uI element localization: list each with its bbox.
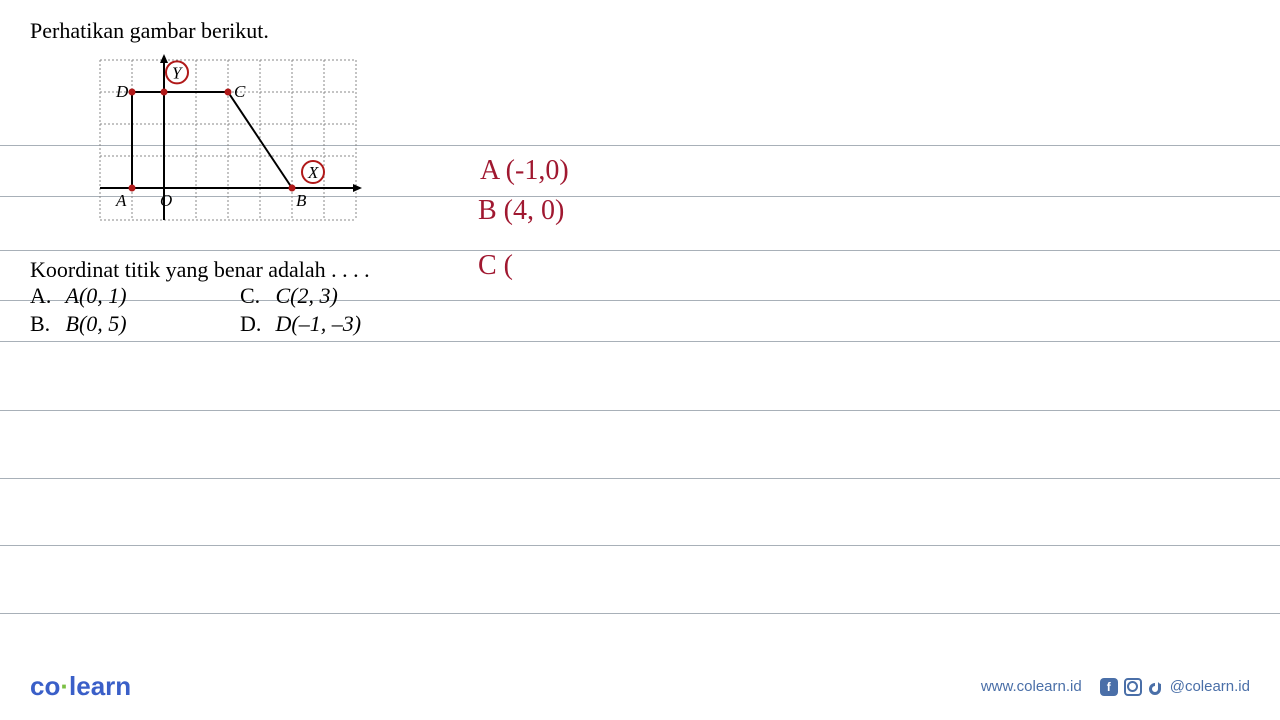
logo-dot: · <box>60 671 69 701</box>
tiktok-icon <box>1148 678 1164 696</box>
footer-handle: @colearn.id <box>1170 678 1250 695</box>
footer: co·learn www.colearn.id f @colearn.id <box>30 671 1250 702</box>
option-b-label: B. <box>30 311 60 337</box>
content-area: Perhatikan gambar berikut. D Y C X A O B Koord… <box>0 0 1280 355</box>
svg-text:O: O <box>160 191 172 210</box>
option-c-text: C(2, 3) <box>276 283 338 308</box>
colearn-logo: co·learn <box>30 671 131 702</box>
svg-text:B: B <box>296 191 307 210</box>
handwritten-answer: C ( <box>478 250 513 282</box>
svg-text:C: C <box>234 82 246 101</box>
svg-text:D: D <box>115 82 129 101</box>
handwritten-answer: B (4, 0) <box>478 195 564 227</box>
social-icons: f @colearn.id <box>1100 678 1250 696</box>
instagram-icon <box>1124 678 1142 696</box>
footer-right: www.colearn.id f @colearn.id <box>981 678 1250 696</box>
logo-learn: learn <box>69 671 131 701</box>
facebook-icon: f <box>1100 678 1118 696</box>
option-d-label: D. <box>240 311 270 337</box>
option-d: D. D(–1, –3) <box>240 311 450 337</box>
question-intro: Perhatikan gambar berikut. <box>30 18 1250 44</box>
question-subtext: Koordinat titik yang benar adalah . . . … <box>30 257 1250 283</box>
answer-options: A. A(0, 1) C. C(2, 3) B. B(0, 5) D. D(–1… <box>30 283 1250 337</box>
option-c-label: C. <box>240 283 270 309</box>
coordinate-grid: D Y C X A O B <box>90 50 1250 245</box>
option-b: B. B(0, 5) <box>30 311 240 337</box>
handwritten-answer: A (-1,0) <box>480 155 569 187</box>
option-c: C. C(2, 3) <box>240 283 450 309</box>
option-b-text: B(0, 5) <box>66 311 127 336</box>
option-d-text: D(–1, –3) <box>276 311 362 336</box>
footer-url: www.colearn.id <box>981 678 1082 695</box>
option-a-label: A. <box>30 283 60 309</box>
svg-text:X: X <box>307 163 319 182</box>
option-a: A. A(0, 1) <box>30 283 240 309</box>
logo-co: co <box>30 671 60 701</box>
svg-text:A: A <box>115 191 127 210</box>
option-a-text: A(0, 1) <box>66 283 127 308</box>
svg-text:Y: Y <box>172 63 183 82</box>
